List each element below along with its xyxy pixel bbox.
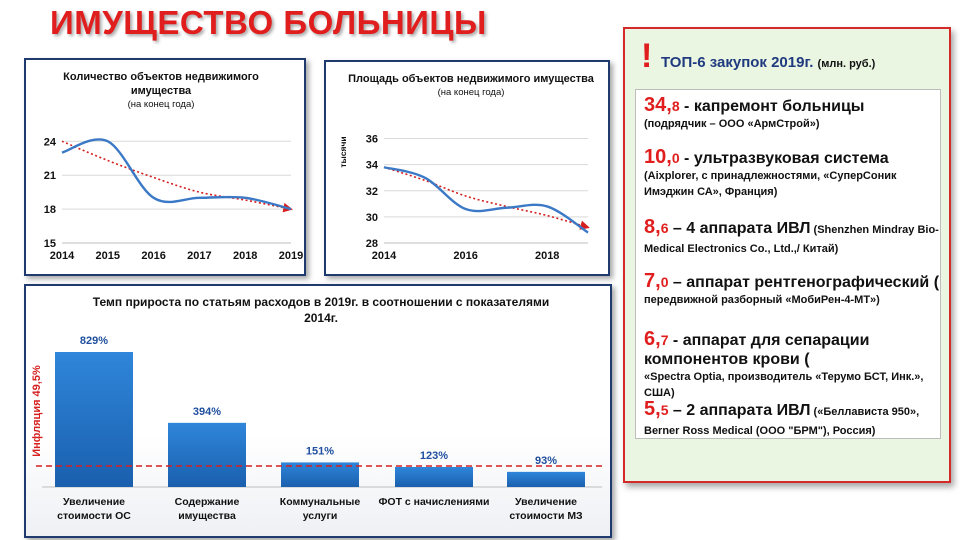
top6-item-note: (Aixplorer, с принадлежностями, «СуперСо… bbox=[644, 170, 897, 198]
chart1-series-line bbox=[383, 166, 589, 234]
top6-item-amount-int: 34, bbox=[644, 94, 672, 116]
chart2-category-3-0: ФОТ с начислениями bbox=[378, 496, 489, 508]
top6-title: ТОП-6 закупок 2019г. bbox=[661, 54, 814, 71]
top6-item-label: – 4 аппарата ИВЛ bbox=[668, 220, 811, 237]
chart0-xtick-1: 2015 bbox=[96, 250, 120, 262]
chart1-ytick-3: 34 bbox=[366, 160, 379, 172]
chart2-category-2-1: услуги bbox=[303, 510, 338, 522]
chart2-category-0-1: стоимости ОС bbox=[57, 510, 131, 522]
top6-item-amount-dec: 7 bbox=[660, 332, 669, 348]
page-title: ИМУЩЕСТВО БОЛЬНИЦЫ bbox=[50, 4, 487, 41]
chart2-bar-0 bbox=[55, 352, 133, 487]
chart2-category-1-1: имущества bbox=[178, 510, 236, 522]
chart1-ytick-0: 28 bbox=[366, 238, 378, 250]
top6-item-head: 7,0 – аппарат рентгенографический ( bbox=[644, 270, 940, 292]
top6-item-amount-dec: 0 bbox=[671, 150, 680, 166]
chart-objects-count-svg: 15 18 21 24 2014 2015 2016 2017 2018 2019 bbox=[44, 136, 303, 262]
top6-list: 34,8 - капремонт больницы (подрядчик – ОО… bbox=[635, 89, 941, 439]
chart-objects-area-panel: Площадь объектов недвижимого имущества (… bbox=[324, 60, 610, 276]
top6-item-note: (Shenzhen Mindray Bio-Medical Electronic… bbox=[644, 224, 939, 255]
chart2-bar-3 bbox=[395, 466, 473, 487]
top6-item-amount-int: 8, bbox=[644, 216, 661, 238]
chart-objects-count-title: Количество объектов недвижимого имуществ… bbox=[63, 71, 259, 97]
chart0-series-line bbox=[61, 138, 292, 211]
chart2-category-4-1: стоимости МЗ bbox=[509, 510, 583, 522]
chart1-xtick-1: 2016 bbox=[453, 250, 477, 262]
chart1-ylabel: тысячи bbox=[338, 136, 348, 167]
chart2-category-2-0: Коммунальные bbox=[280, 496, 361, 508]
chart-objects-area-subtitle: (на конец года) bbox=[437, 87, 505, 98]
top6-item-head: 5,5 – 2 аппарата ИВЛ («Беллависта 950», … bbox=[644, 398, 940, 439]
top6-item-label: - ультразвуковая система bbox=[679, 150, 889, 167]
top6-panel: ! ТОП-6 закупок 2019г. (млн. руб.) 34,8 … bbox=[623, 27, 951, 483]
chart0-xtick-4: 2018 bbox=[233, 250, 257, 262]
top6-item-amount-int: 10, bbox=[644, 146, 672, 168]
chart2-inflation-label: Инфляция 49,5% bbox=[31, 365, 43, 457]
chart2-data-label-1: 394% bbox=[193, 406, 221, 418]
top6-item-head: 6,7 - аппарат для сепарации компонентов … bbox=[644, 328, 940, 369]
chart2-data-label-3: 123% bbox=[420, 450, 448, 462]
chart-growth-svg: 829% Увеличение стоимости ОС 394% Содержание… bbox=[31, 335, 606, 522]
chart-objects-area-title: Площадь объектов недвижимого имущества bbox=[348, 73, 594, 85]
chart-growth-title: Темп прироста по статьям расходов в 2019… bbox=[92, 295, 550, 325]
chart1-xtick-2: 2018 bbox=[535, 250, 559, 262]
chart-objects-count-title-block: Количество объектов недвижимого имуществ… bbox=[36, 70, 286, 112]
chart1-xtick-0: 2014 bbox=[372, 250, 397, 262]
chart0-ytick-0: 15 bbox=[44, 238, 56, 250]
chart2-category-4-0: Увеличение bbox=[515, 496, 577, 508]
chart0-xtick-5: 2019 bbox=[279, 250, 303, 262]
chart-objects-count-subtitle: (на конец года) bbox=[127, 99, 195, 110]
top6-item-amount-dec: 0 bbox=[660, 274, 669, 290]
chart0-xtick-3: 2017 bbox=[187, 250, 211, 262]
top6-item-5: 5,5 – 2 аппарата ИВЛ («Беллависта 950», … bbox=[644, 398, 940, 439]
top6-item-label: - капремонт больницы bbox=[679, 98, 865, 115]
chart2-data-label-0: 829% bbox=[80, 335, 108, 347]
top6-item-amount-dec: 8 bbox=[671, 98, 680, 114]
chart0-xtick-2: 2016 bbox=[141, 250, 165, 262]
chart0-xtick-0: 2014 bbox=[50, 250, 75, 262]
top6-item-label: – 2 аппарата ИВЛ bbox=[668, 402, 811, 419]
top6-item-3: 7,0 – аппарат рентгенографический ( перед… bbox=[644, 270, 940, 308]
chart1-ytick-2: 32 bbox=[366, 186, 378, 198]
top6-item-head: 34,8 - капремонт больницы bbox=[644, 94, 940, 116]
chart2-data-label-4: 93% bbox=[535, 455, 557, 467]
chart2-category-0-0: Увеличение bbox=[63, 496, 125, 508]
chart2-data-label-2: 151% bbox=[306, 445, 334, 457]
chart2-category-1-0: Содержание bbox=[175, 496, 240, 508]
chart1-ytick-1: 30 bbox=[366, 212, 378, 224]
chart-objects-area-svg: 28 30 32 34 36 2014 2016 2018 тысячи bbox=[338, 134, 590, 262]
chart1-trendline bbox=[383, 166, 590, 230]
top6-item-amount-dec: 5 bbox=[660, 402, 669, 418]
top6-item-amount-int: 5, bbox=[644, 398, 661, 420]
top6-title-line: ТОП-6 закупок 2019г. (млн. руб.) bbox=[661, 54, 875, 71]
chart-objects-area-title-block: Площадь объектов недвижимого имущества (… bbox=[346, 72, 596, 100]
top6-item-4: 6,7 - аппарат для сепарации компонентов … bbox=[644, 328, 940, 401]
top6-item-0: 34,8 - капремонт больницы (подрядчик – ОО… bbox=[644, 94, 940, 132]
top6-item-2: 8,6 – 4 аппарата ИВЛ (Shenzhen Mindray B… bbox=[644, 216, 940, 257]
top6-item-note: «Spectra Optia, производитель «Терумо БС… bbox=[644, 371, 924, 399]
exclamation-icon: ! bbox=[641, 37, 653, 75]
chart2-bar-4 bbox=[507, 471, 585, 487]
chart1-ytick-4: 36 bbox=[366, 134, 378, 146]
top6-item-label: - аппарат для сепарации компонентов кров… bbox=[644, 332, 870, 368]
chart-growth-panel: Темп прироста по статьям расходов в 2019… bbox=[24, 284, 612, 538]
top6-item-head: 10,0 - ультразвуковая система bbox=[644, 146, 940, 168]
top6-item-note: передвижной разборный «МобиРен-4-МТ») bbox=[644, 294, 880, 306]
top6-item-note: (подрядчик – ООО «АрмСтрой») bbox=[644, 118, 820, 130]
chart-objects-count-panel: Количество объектов недвижимого имуществ… bbox=[24, 58, 306, 276]
top6-item-label: – аппарат рентгенографический ( bbox=[668, 274, 940, 291]
top6-item-amount-dec: 6 bbox=[660, 220, 669, 236]
top6-item-amount-int: 7, bbox=[644, 270, 661, 292]
top6-unit: (млн. руб.) bbox=[817, 58, 876, 70]
top6-item-1: 10,0 - ультразвуковая система (Aixplorer,… bbox=[644, 146, 940, 200]
chart0-ytick-1: 18 bbox=[44, 204, 56, 216]
chart0-trendline bbox=[61, 140, 293, 213]
top6-item-head: 8,6 – 4 аппарата ИВЛ (Shenzhen Mindray B… bbox=[644, 216, 940, 257]
top6-item-note: («Беллависта 950», Berner Ross Medical (… bbox=[644, 406, 920, 437]
top6-item-amount-int: 6, bbox=[644, 328, 661, 350]
chart0-ytick-3: 24 bbox=[44, 136, 57, 148]
chart0-ytick-2: 21 bbox=[44, 170, 56, 182]
chart2-bar-1 bbox=[168, 422, 246, 487]
